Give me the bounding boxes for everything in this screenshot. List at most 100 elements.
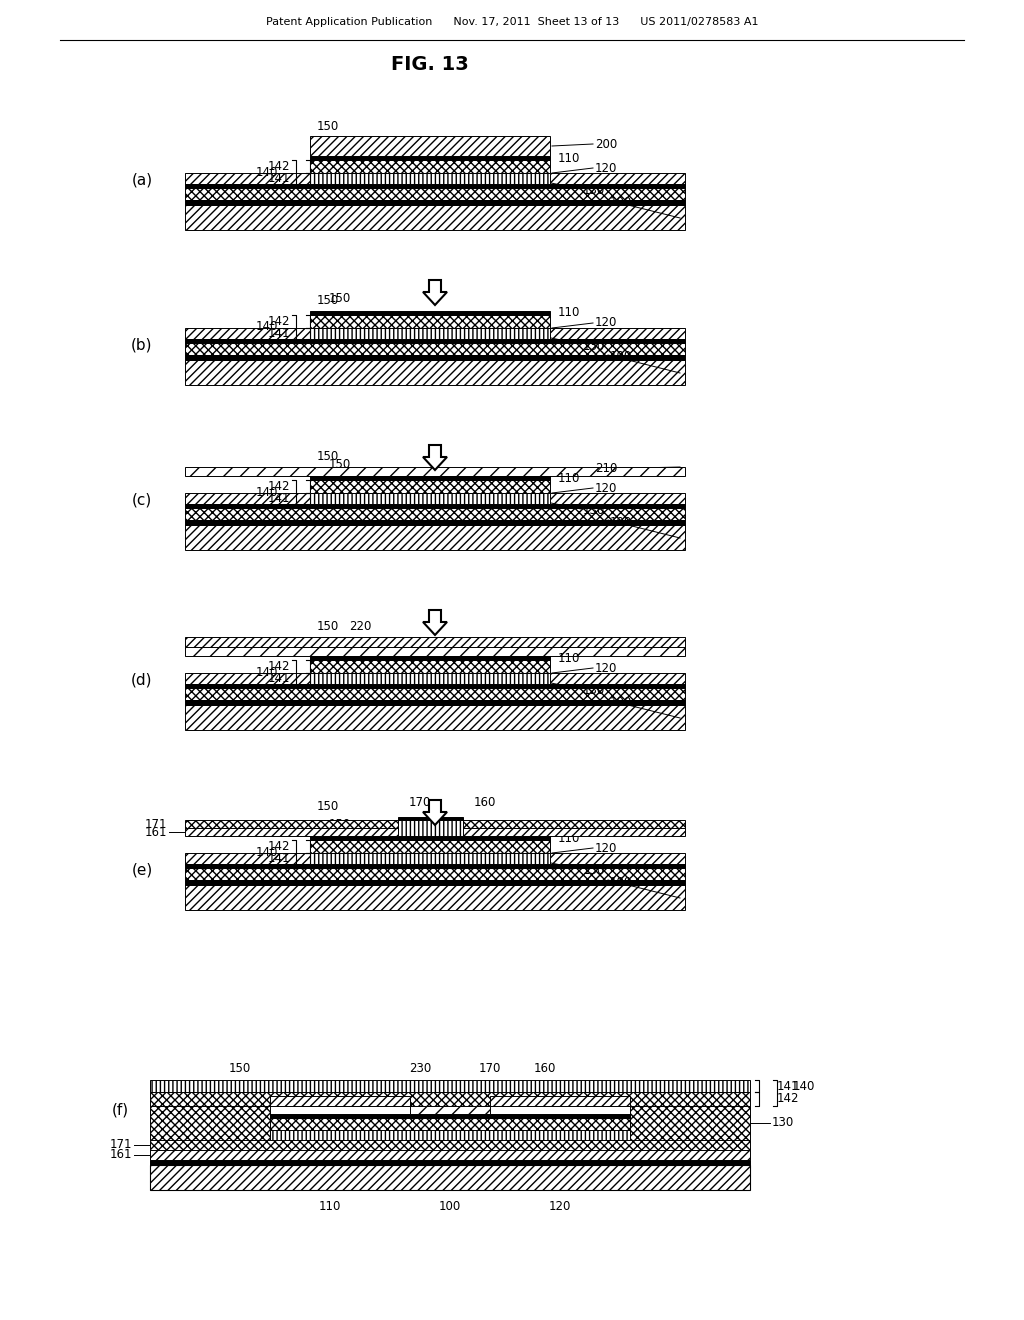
Bar [310, 660, 550, 673]
Text: 150: 150 [316, 800, 339, 813]
Text: 150: 150 [316, 120, 339, 132]
Text: 210: 210 [615, 635, 637, 648]
Bar [270, 1096, 410, 1106]
Text: 150: 150 [229, 1061, 251, 1074]
Text: 142: 142 [777, 1093, 800, 1106]
Text: 120: 120 [595, 842, 617, 854]
Bar [185, 508, 685, 520]
Text: 170: 170 [479, 1061, 501, 1074]
Bar [410, 1106, 490, 1114]
Bar [185, 869, 685, 880]
Text: 140: 140 [256, 165, 278, 178]
Text: 100: 100 [610, 516, 632, 528]
Bar [185, 339, 685, 343]
Bar [630, 1106, 750, 1140]
Text: 220: 220 [349, 620, 371, 634]
Polygon shape [423, 280, 447, 305]
Text: 140: 140 [256, 321, 278, 334]
Bar [150, 1092, 750, 1106]
Bar [185, 853, 685, 865]
Bar [185, 467, 685, 477]
Bar [185, 343, 685, 355]
Text: 142: 142 [267, 160, 290, 173]
Polygon shape [423, 800, 447, 825]
Text: 130: 130 [583, 504, 605, 517]
Bar [462, 828, 685, 836]
Text: 150: 150 [329, 817, 351, 830]
Bar [150, 1160, 750, 1166]
Bar [185, 884, 685, 909]
Text: (c): (c) [132, 492, 153, 507]
Bar [150, 1080, 750, 1092]
Text: 150: 150 [316, 450, 339, 463]
Text: 142: 142 [267, 660, 290, 673]
Bar [310, 836, 550, 840]
Text: 142: 142 [267, 480, 290, 492]
Text: 161: 161 [144, 825, 167, 838]
Text: 141: 141 [267, 172, 290, 185]
Text: 210: 210 [595, 462, 617, 475]
Bar [462, 820, 685, 828]
Text: 120: 120 [595, 661, 617, 675]
Text: 120: 120 [595, 161, 617, 174]
Text: 110: 110 [558, 471, 581, 484]
Text: 100: 100 [610, 195, 632, 209]
Text: 161: 161 [110, 1148, 132, 1162]
Text: (f): (f) [112, 1102, 129, 1118]
Bar [310, 656, 550, 660]
Bar [310, 136, 550, 156]
Bar [185, 355, 685, 360]
Text: 110: 110 [558, 832, 581, 845]
Text: 130: 130 [772, 1117, 795, 1130]
Text: 171: 171 [144, 817, 167, 830]
Text: 110: 110 [558, 152, 581, 165]
Bar [150, 1106, 270, 1140]
Text: (d): (d) [131, 672, 153, 688]
Bar [185, 638, 685, 647]
Text: 140: 140 [256, 665, 278, 678]
Text: Patent Application Publication      Nov. 17, 2011  Sheet 13 of 13      US 2011/0: Patent Application Publication Nov. 17, … [266, 17, 758, 26]
Bar [150, 1150, 750, 1160]
Bar [310, 312, 550, 315]
Text: 150: 150 [329, 293, 351, 305]
Bar [398, 820, 463, 836]
Text: 150: 150 [316, 294, 339, 308]
Bar [185, 201, 685, 205]
Text: FIG. 13: FIG. 13 [391, 55, 469, 74]
Text: 130: 130 [583, 339, 605, 352]
Text: 150: 150 [329, 137, 351, 150]
Bar [185, 688, 685, 700]
Text: 140: 140 [256, 846, 278, 858]
Text: 160: 160 [534, 1061, 556, 1074]
Text: 130: 130 [583, 185, 605, 198]
Bar [185, 828, 398, 836]
Text: (e): (e) [131, 862, 153, 878]
Bar [310, 492, 550, 504]
Text: 140: 140 [793, 1080, 815, 1093]
Bar [185, 880, 685, 884]
Bar [185, 820, 398, 828]
Text: 130: 130 [583, 865, 605, 878]
Text: 100: 100 [439, 1200, 461, 1213]
Text: 141: 141 [267, 672, 290, 685]
Text: 120: 120 [549, 1200, 571, 1213]
Bar [398, 817, 463, 820]
Text: 120: 120 [595, 317, 617, 330]
Text: 141: 141 [267, 492, 290, 506]
Bar [150, 1166, 750, 1191]
Bar [270, 1118, 630, 1130]
Bar [185, 673, 685, 684]
Text: 170: 170 [409, 796, 431, 808]
Text: 110: 110 [558, 306, 581, 319]
Bar [185, 525, 685, 550]
Bar [185, 327, 685, 339]
Bar [310, 160, 550, 173]
Bar [185, 187, 685, 201]
Text: 110: 110 [558, 652, 581, 664]
Text: 142: 142 [267, 840, 290, 853]
Bar [185, 684, 685, 688]
Text: 120: 120 [595, 482, 617, 495]
Bar [185, 865, 685, 869]
Bar [185, 700, 685, 705]
Bar [185, 492, 685, 504]
